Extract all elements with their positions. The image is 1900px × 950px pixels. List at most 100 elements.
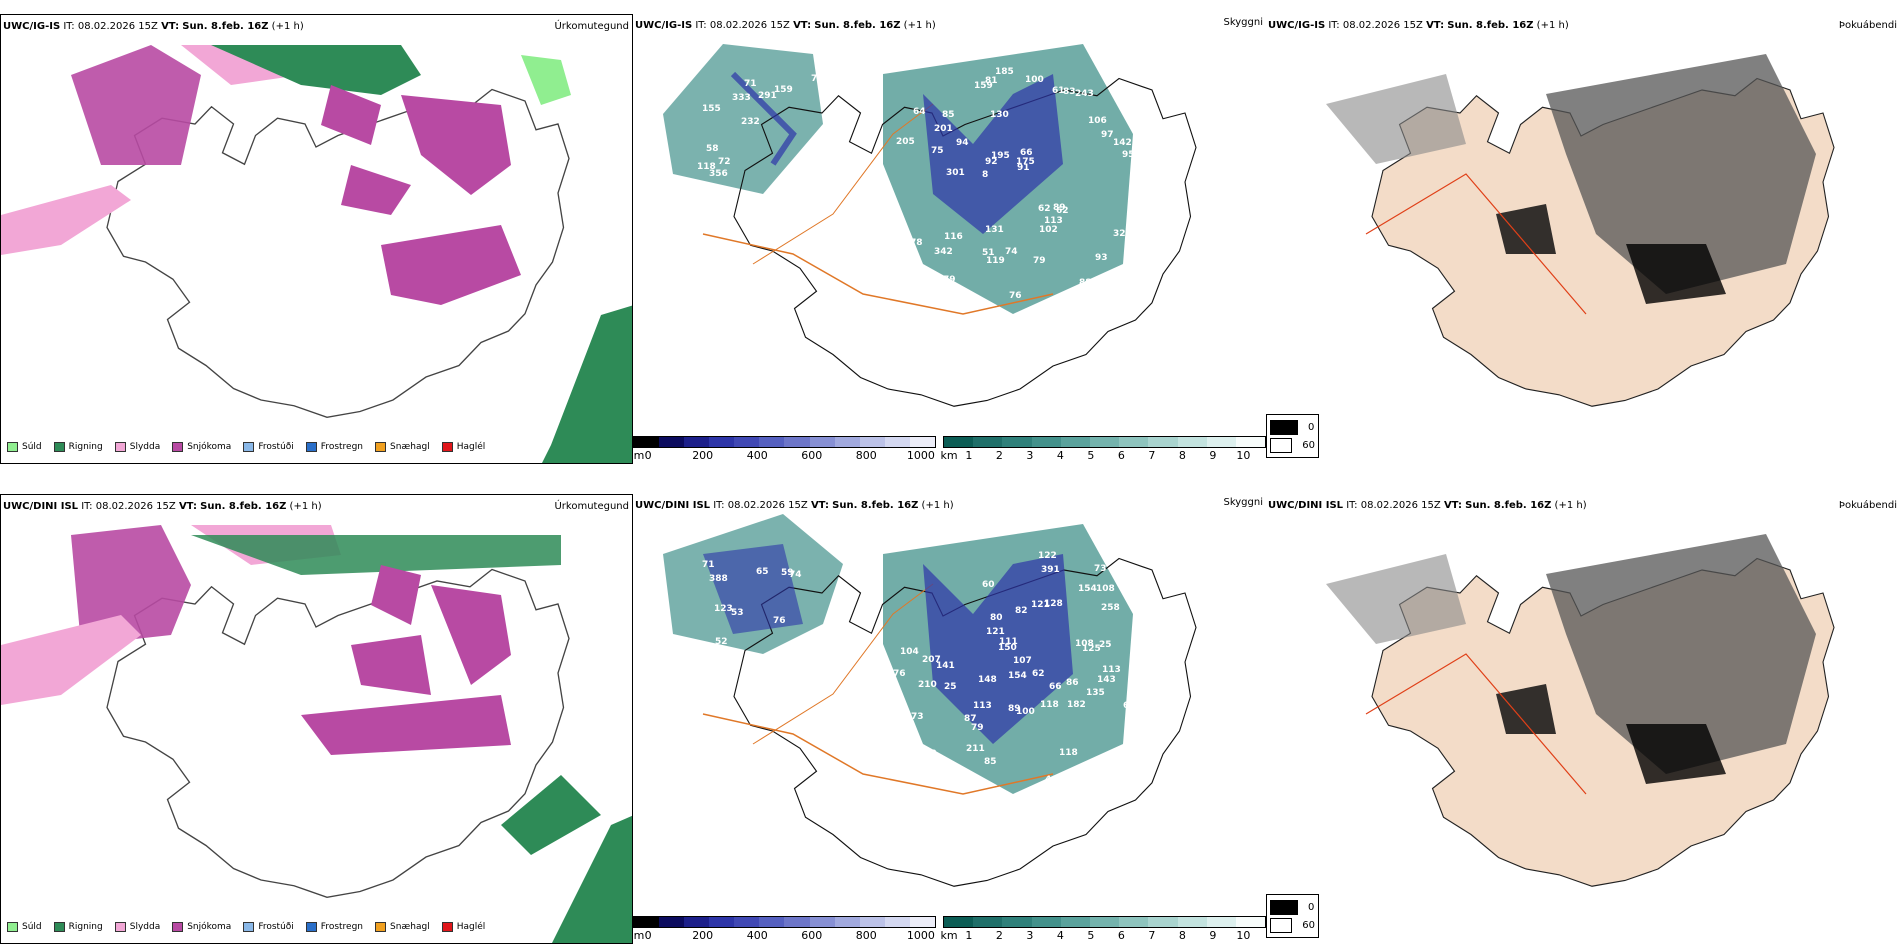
legend-label: Súld (22, 922, 42, 932)
colorbar-cell (1060, 917, 1090, 927)
colorbar-cell (884, 437, 910, 447)
legend-label: Snjókoma (187, 442, 232, 452)
snow-depth-label: 53 (731, 608, 744, 618)
colorbar-cell (659, 437, 685, 447)
snow-depth-label: 75 (931, 146, 944, 156)
snow-depth-label: 58 (706, 144, 719, 154)
colorbar-tick: 7 (1148, 449, 1156, 462)
colorbar-cell (1002, 437, 1032, 447)
field-title: Úrkomutegund (554, 501, 629, 512)
colorbar-tick: 6 (1117, 929, 1125, 942)
snow-depth-label: 51 (982, 248, 995, 258)
snow-depth-label: 64 (913, 107, 926, 117)
snow-depth-label: 25 (1099, 640, 1112, 650)
snow-colorbar-bottom: m 0 200 400 600 800 1000 (633, 916, 936, 942)
legend-label: Slydda (129, 922, 161, 932)
colorbar-tick: 600 (801, 929, 823, 942)
snow-depth-label: 159 (774, 85, 793, 95)
vis-colorbar-bottom: km 1 2 3 4 5 6 7 8 9 10 (940, 916, 1266, 942)
colorbar-cell (1089, 917, 1120, 927)
snow-depth-label: 403 (1045, 775, 1064, 785)
snow-depth-label: 104 (900, 647, 919, 657)
snow-depth-label: 88 (810, 633, 823, 643)
snow-depth-label: 150 (998, 643, 1017, 653)
snow-depth-label: 148 (978, 675, 997, 685)
colorbar-cell (944, 437, 974, 447)
snow-depth-label: 118 (697, 162, 716, 172)
snow-depth-label: 73 (911, 712, 924, 722)
snow-depth-label: 108 (919, 286, 938, 296)
colorbar-cell (1031, 437, 1061, 447)
precip-legend-top: Súld Rigning Slydda Snjókoma Frostúði Frostre… (7, 442, 497, 452)
snow-depth-label: 74 (1005, 247, 1018, 257)
snow-depth-label: 91 (1017, 163, 1030, 173)
snow-depth-label: 154 (1008, 671, 1027, 681)
colorbar-tick: 2 (995, 449, 1003, 462)
colorbar-cell (709, 437, 735, 447)
colorbar-cell (884, 917, 910, 927)
fog-map-top (1326, 54, 1835, 407)
snow-depth-label: 108 (1096, 584, 1115, 594)
snow-depth-label: 116 (944, 232, 963, 242)
colorbar-unit: m (633, 449, 645, 462)
legend-swatch (441, 922, 453, 932)
colorbar-cell (1148, 917, 1178, 927)
precip-legend-item: Frostúði (243, 922, 294, 932)
visibility-panel-bottom: 185 123 76 71 88 388 52 53 74 65 59 58 79 60 62 73 86 107… (633, 494, 1266, 944)
fog-legend-row: 60 (1270, 436, 1315, 454)
legend-swatch (53, 442, 65, 452)
snow-depth-label: 65 (756, 567, 769, 577)
snow-depth-label: 62 (1038, 204, 1051, 214)
field-title: Skyggni (1223, 17, 1263, 28)
colorbar-cell (809, 917, 835, 927)
legend-label: Rigning (68, 922, 103, 932)
snow-depth-label: 388 (709, 574, 728, 584)
colorbar-cell (809, 437, 835, 447)
vis-colorbar-swatches (943, 916, 1266, 928)
colorbar-tick: 6 (1117, 449, 1125, 462)
snow-depth-label: 80 (990, 613, 1003, 623)
legend-swatch (305, 922, 317, 932)
legend-label: Snæhagl (390, 442, 430, 452)
field-title: Úrkomutegund (554, 21, 629, 32)
colorbar-cell (1148, 437, 1178, 447)
legend-swatch (243, 442, 255, 452)
colorbar-cell (909, 437, 935, 447)
field-title: Skyggni (1223, 497, 1263, 508)
snow-depth-label: 58 (795, 646, 808, 656)
snow-depth-label: 79 (971, 723, 984, 733)
snow-depth-label: 8 (982, 170, 988, 180)
snow-depth-label: 258 (809, 167, 828, 177)
snow-depth-label: 155 (702, 104, 721, 114)
snow-depth-label: 118 (1040, 700, 1059, 710)
snow-depth-label: 102 (1039, 225, 1058, 235)
legend-swatch (243, 922, 255, 932)
snow-depth-label: 135 (1086, 688, 1105, 698)
snow-depth-label: 210 (918, 680, 937, 690)
field-title: Þokuábendi (1838, 20, 1897, 31)
colorbar-cell (1235, 917, 1266, 927)
colorbar-tick: 10 (1236, 449, 1251, 462)
colorbar-tick: 4 (1056, 929, 1064, 942)
fog-value: 60 (1302, 439, 1315, 451)
snow-depth-label: 93 (1095, 253, 1108, 263)
colorbar-tick: 200 (692, 929, 714, 942)
snow-depth-label: 85 (984, 757, 997, 767)
colorbar-cell (1177, 917, 1207, 927)
snow-depth-label: 243 (1075, 89, 1094, 99)
colorbar-cell (1089, 437, 1120, 447)
fog-panel-top: UWC/IG-IS IT: 08.02.2026 15Z VT: Sun. 8.… (1266, 14, 1900, 464)
snow-depth-label: 100 (1016, 707, 1035, 717)
snow-depth-label: 154 (1078, 584, 1097, 594)
snow-depth-label: 113 (1102, 665, 1121, 675)
colorbar-cell (1206, 917, 1236, 927)
snow-depth-label: 89 (900, 290, 913, 300)
snow-depth-label: 113 (973, 701, 992, 711)
snow-depth-label: 356 (709, 169, 728, 179)
colorbar-tick: 1 (965, 929, 973, 942)
snow-depth-label: 72 (718, 157, 731, 167)
colorbar-cell (834, 437, 860, 447)
snow-depth-label: 82 (1015, 606, 1028, 616)
colorbar-cell (834, 917, 860, 927)
snow-depth-label: 89 (1053, 203, 1066, 213)
